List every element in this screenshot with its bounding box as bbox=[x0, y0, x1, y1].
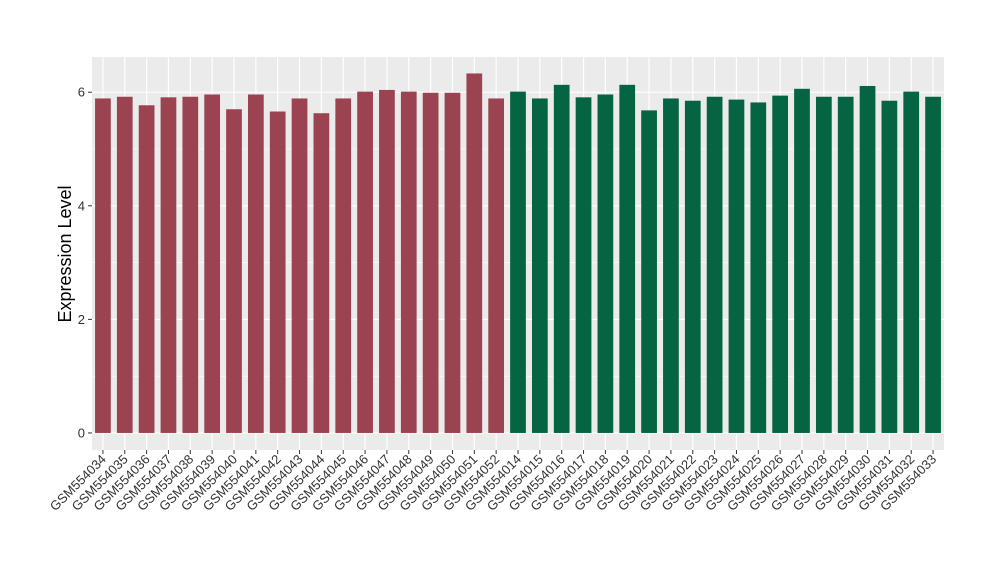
bar-GSM554046 bbox=[357, 91, 373, 433]
bar-GSM554036 bbox=[138, 105, 155, 433]
y-tick-label: 6 bbox=[78, 85, 85, 100]
bar-GSM554017 bbox=[575, 97, 592, 433]
bar-GSM554018 bbox=[597, 94, 614, 433]
bar-GSM554031 bbox=[881, 100, 898, 433]
bar-GSM554042 bbox=[269, 111, 286, 433]
bar-GSM554014 bbox=[510, 91, 526, 433]
y-tick-label: 2 bbox=[78, 312, 85, 327]
bars bbox=[95, 73, 941, 433]
bar-GSM554047 bbox=[379, 89, 395, 433]
bar-GSM554038 bbox=[182, 96, 199, 433]
bar-GSM554025 bbox=[750, 102, 767, 433]
bar-GSM554028 bbox=[815, 96, 832, 433]
bar-GSM554016 bbox=[553, 84, 570, 433]
y-axis-title: Expression Level bbox=[55, 185, 75, 322]
bar-GSM554039 bbox=[204, 94, 221, 433]
bar-GSM554037 bbox=[160, 97, 177, 433]
bar-GSM554022 bbox=[684, 100, 701, 433]
bar-GSM554019 bbox=[619, 84, 636, 433]
bar-GSM554034 bbox=[95, 98, 111, 433]
y-tick-label: 4 bbox=[78, 198, 85, 213]
bar-GSM554027 bbox=[794, 88, 810, 433]
bar-GSM554044 bbox=[313, 113, 330, 433]
y-axis: 0 2 4 6 bbox=[78, 85, 92, 440]
bar-GSM554041 bbox=[247, 94, 264, 433]
bar-GSM554015 bbox=[531, 98, 548, 433]
bar-GSM554043 bbox=[291, 98, 308, 433]
bar-GSM554045 bbox=[335, 98, 352, 433]
bar-GSM554030 bbox=[859, 85, 876, 433]
bar-GSM554051 bbox=[466, 73, 483, 433]
bar-GSM554021 bbox=[663, 98, 679, 433]
bar-GSM554029 bbox=[837, 96, 854, 433]
bar-GSM554023 bbox=[706, 96, 723, 433]
x-axis: GSM554034GSM554035GSM554036GSM554037GSM5… bbox=[47, 450, 939, 514]
bar-GSM554026 bbox=[772, 95, 789, 433]
bar-GSM554052 bbox=[488, 98, 505, 433]
bar-GSM554050 bbox=[444, 92, 461, 433]
bar-GSM554020 bbox=[641, 110, 657, 433]
bar-GSM554033 bbox=[925, 96, 941, 433]
bar-GSM554035 bbox=[116, 96, 133, 433]
bar-GSM554032 bbox=[903, 91, 920, 433]
bar-GSM554049 bbox=[422, 92, 439, 433]
bar-GSM554024 bbox=[728, 99, 745, 433]
bar-GSM554048 bbox=[400, 91, 417, 433]
y-tick-label: 0 bbox=[78, 425, 85, 440]
bar-GSM554040 bbox=[226, 109, 242, 433]
